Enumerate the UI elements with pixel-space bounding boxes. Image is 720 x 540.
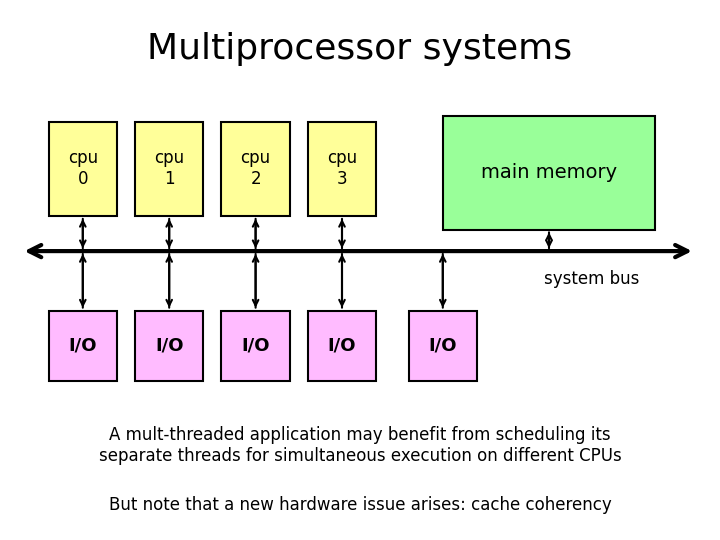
Text: cpu
0: cpu 0 xyxy=(68,150,98,188)
Bar xyxy=(222,310,289,381)
Bar xyxy=(409,310,477,381)
Text: I/O: I/O xyxy=(155,336,184,355)
Text: cpu
1: cpu 1 xyxy=(154,150,184,188)
Text: system bus: system bus xyxy=(544,270,639,288)
Text: I/O: I/O xyxy=(428,336,457,355)
Bar xyxy=(135,122,203,216)
Text: I/O: I/O xyxy=(68,336,97,355)
Text: main memory: main memory xyxy=(481,163,617,183)
Text: cpu
3: cpu 3 xyxy=(327,150,357,188)
Bar xyxy=(308,310,376,381)
Text: I/O: I/O xyxy=(328,336,356,355)
Text: A mult-threaded application may benefit from scheduling its
separate threads for: A mult-threaded application may benefit … xyxy=(99,426,621,465)
Bar xyxy=(49,122,117,216)
Text: Multiprocessor systems: Multiprocessor systems xyxy=(148,32,572,65)
Bar xyxy=(222,122,289,216)
Text: I/O: I/O xyxy=(241,336,270,355)
Bar xyxy=(443,116,655,230)
Bar xyxy=(49,310,117,381)
Bar xyxy=(135,310,203,381)
Bar xyxy=(308,122,376,216)
Text: But note that a new hardware issue arises: cache coherency: But note that a new hardware issue arise… xyxy=(109,496,611,514)
Text: cpu
2: cpu 2 xyxy=(240,150,271,188)
